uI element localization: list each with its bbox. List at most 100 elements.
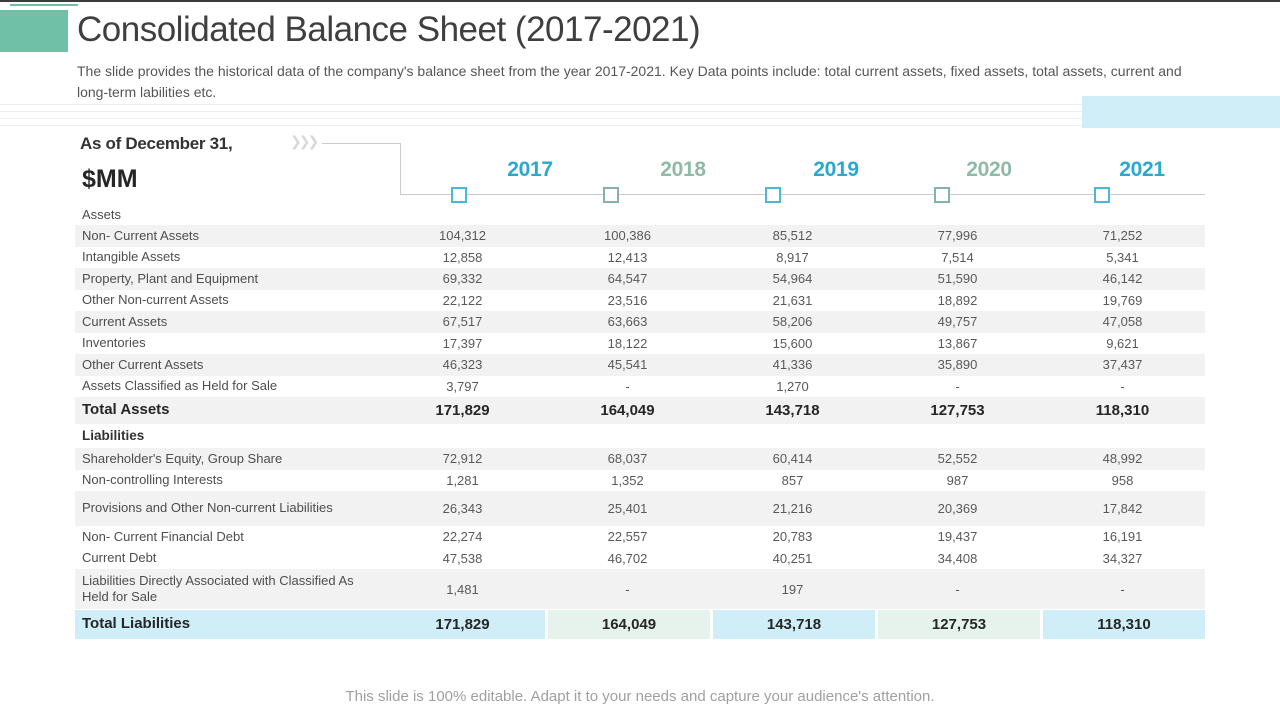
row-value: 26,343 [442, 501, 483, 516]
row-label: Intangible Assets [82, 249, 181, 265]
year-label: 2017 [507, 158, 553, 181]
row-value: - [955, 581, 960, 597]
row-value: 12,858 [442, 249, 483, 265]
row-label: Assets [82, 206, 122, 222]
row-value: 54,964 [772, 271, 813, 287]
row-value: 118,310 [1095, 402, 1150, 419]
row-value: 46,142 [1102, 271, 1143, 287]
row-value: 104,312 [439, 228, 486, 244]
row-value: 171,829 [435, 402, 490, 419]
balance-table-body: Assets Non- Current Assets 104,312 100,386 8… [75, 205, 1205, 639]
row-value: 71,252 [1102, 228, 1143, 244]
row-value: 25,401 [607, 501, 648, 516]
row-value: 5,341 [1106, 249, 1139, 265]
row-value: 17,397 [442, 335, 483, 351]
background-stripe [0, 104, 1280, 105]
teal-accent-line [10, 4, 78, 6]
background-stripe [0, 125, 1280, 126]
row-value: 23,516 [607, 292, 648, 308]
table-row: Property, Plant and Equipment 69,332 64,54… [75, 268, 1205, 290]
table-caption-units: $MM [82, 165, 138, 193]
row-value: 987 [946, 472, 969, 488]
row-label: Shareholder's Equity, Group Share [82, 450, 283, 466]
table-row: Non-controlling Interests 1,281 1,352 857 98… [75, 470, 1205, 492]
row-value: - [625, 378, 630, 394]
row-value: 118,310 [1040, 610, 1205, 639]
row-value: 1,281 [446, 472, 479, 488]
row-value: 9,621 [1106, 335, 1139, 351]
row-value: 13,867 [937, 335, 978, 351]
row-value: 64,547 [607, 271, 648, 287]
year-marker-checkbox [451, 187, 467, 203]
year-label: 2021 [1119, 158, 1165, 181]
table-row: Total Assets 171,829 164,049 143,718 127,753… [75, 397, 1205, 424]
year-marker-checkbox [1094, 187, 1110, 203]
row-value: 37,437 [1102, 357, 1143, 373]
row-value: 20,369 [937, 501, 978, 516]
table-row: Liabilities [75, 424, 1205, 448]
table-row: Other Non-current Assets 22,122 23,516 21,6… [75, 290, 1205, 312]
row-label: Liabilities [82, 427, 145, 443]
row-label: Total Liabilities [75, 610, 380, 639]
table-row: Total Liabilities 171,829 164,049 143,718 12… [75, 610, 1205, 639]
row-value: 143,718 [765, 402, 820, 419]
row-value: 51,590 [937, 271, 978, 287]
table-row: Other Current Assets 46,323 45,541 41,336 35… [75, 354, 1205, 376]
row-label: Inventories [82, 335, 146, 351]
table-row: Current Debt 47,538 46,702 40,251 34,408 34,3… [75, 548, 1205, 570]
row-value: 85,512 [772, 228, 813, 244]
row-value: 35,890 [937, 357, 978, 373]
year-marker-checkbox [765, 187, 781, 203]
table-row: Intangible Assets 12,858 12,413 8,917 7,514 5… [75, 247, 1205, 269]
connector-line [322, 143, 400, 144]
table-caption-date: As of December 31, [80, 134, 233, 153]
row-value: 197 [781, 581, 804, 597]
row-value: 7,514 [941, 249, 974, 265]
row-value: 22,274 [442, 529, 483, 545]
teal-accent-rectangle [0, 10, 68, 52]
row-value: 77,996 [937, 228, 978, 244]
table-row: Liabilities Directly Associated with Cla… [75, 569, 1205, 609]
row-value: 21,631 [772, 292, 813, 308]
row-value: 60,414 [772, 451, 813, 467]
row-label: Current Assets [82, 313, 168, 329]
row-label: Current Debt [82, 550, 157, 566]
row-value: 127,753 [875, 610, 1040, 639]
table-row: Non- Current Assets 104,312 100,386 85,512 7… [75, 225, 1205, 247]
row-value: 1,481 [446, 581, 479, 597]
year-label: 2019 [813, 158, 859, 181]
row-value: - [955, 378, 960, 394]
year-label: 2018 [660, 158, 706, 181]
row-value: 16,191 [1102, 529, 1143, 545]
row-label: Property, Plant and Equipment [82, 270, 259, 286]
top-border-line [0, 0, 1280, 2]
chevron-triple-icon: ❯❯❯ [290, 133, 319, 149]
row-value: 3,797 [446, 378, 479, 394]
row-value: 958 [1111, 472, 1134, 488]
background-stripe [0, 111, 1280, 112]
row-value: 47,538 [442, 550, 483, 566]
row-value: 22,557 [607, 529, 648, 545]
row-value: 46,323 [442, 357, 483, 373]
row-label: Total Assets [82, 401, 170, 419]
row-value: 22,122 [442, 292, 483, 308]
row-value: 45,541 [607, 357, 648, 373]
row-value: 17,842 [1102, 501, 1143, 516]
row-value: 1,352 [611, 472, 644, 488]
row-label: Other Current Assets [82, 356, 204, 372]
connector-line [400, 143, 401, 195]
timeline-line [400, 194, 1205, 195]
row-value: 21,216 [772, 501, 813, 516]
row-value: 8,917 [776, 249, 809, 265]
row-value: 46,702 [607, 550, 648, 566]
row-value: 67,517 [442, 314, 483, 330]
row-value: 171,829 [380, 610, 545, 639]
row-value: 52,552 [937, 451, 978, 467]
row-label: Provisions and Other Non-current Liabili… [82, 500, 333, 516]
background-stripe [0, 118, 1280, 119]
row-value: 18,892 [937, 292, 978, 308]
row-value: - [1120, 581, 1125, 597]
year-label: 2020 [966, 158, 1012, 181]
row-value: 19,769 [1102, 292, 1143, 308]
